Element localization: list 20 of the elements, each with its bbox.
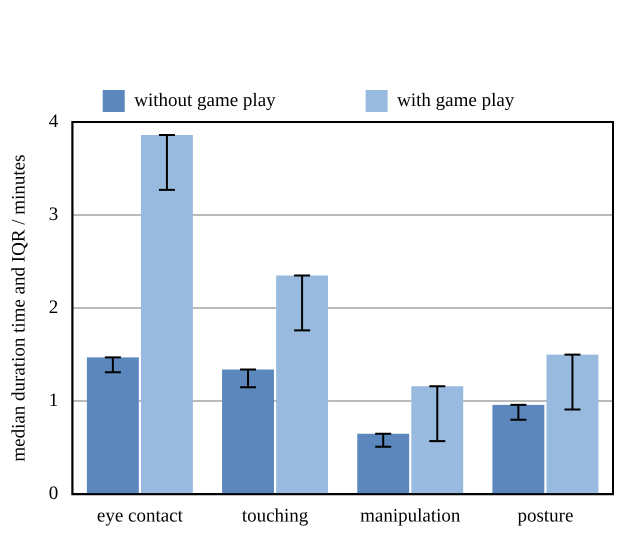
legend-label: without game play <box>134 90 276 111</box>
y-tick-label: 1 <box>48 390 58 412</box>
bar <box>222 370 274 494</box>
bar <box>492 404 544 494</box>
y-tick-label: 3 <box>48 204 58 226</box>
bar <box>86 357 139 494</box>
y-tick-label: 2 <box>48 297 58 318</box>
bar <box>411 386 464 494</box>
y-axis-title: median duration time and IQR / minutes <box>8 154 30 462</box>
x-tick-label: eye contact <box>96 506 184 527</box>
x-tick-label: manipulation <box>360 506 461 527</box>
legend-label: with game play <box>397 90 515 111</box>
bar <box>276 276 328 494</box>
x-tick-label: posture <box>517 506 574 527</box>
bar <box>357 434 410 494</box>
bar <box>546 354 598 494</box>
bar <box>140 135 193 494</box>
y-tick-label: 0 <box>48 483 58 504</box>
y-tick-label: 4 <box>48 110 59 132</box>
x-tick-label: touching <box>242 506 309 527</box>
